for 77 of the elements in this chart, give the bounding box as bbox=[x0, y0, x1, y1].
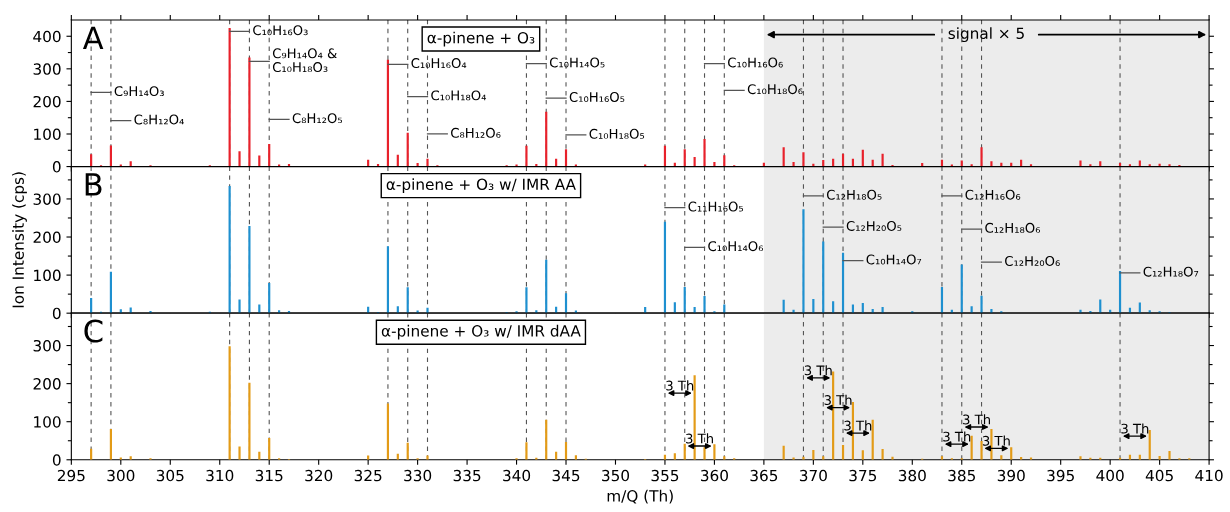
annotation: C bbox=[84, 319, 103, 343]
annotation: C₈H₁₂O₅ bbox=[292, 113, 343, 124]
text: α-pinene + O₃ w/ IMR dAA bbox=[381, 324, 581, 340]
x-tick-label: 320 bbox=[305, 469, 333, 482]
band-label: signal × 5 bbox=[948, 27, 1024, 43]
annotation: 3 Th bbox=[686, 433, 713, 444]
x-tick-label: 385 bbox=[948, 469, 975, 482]
y-tick-label: 300 bbox=[33, 63, 61, 75]
x-tick-label: 395 bbox=[1047, 469, 1074, 482]
y-tick-label: 100 bbox=[34, 128, 61, 141]
x-tick-label: 390 bbox=[997, 469, 1025, 482]
x-tick-label: 325 bbox=[354, 469, 382, 482]
annotation: C₁₀H₁₈O₆ bbox=[747, 84, 803, 95]
x-tick-label: 330 bbox=[404, 469, 432, 482]
annotation: C₁₀H₁₈O₅ bbox=[589, 128, 645, 139]
annotation: C₁₀H₁₆O₆ bbox=[728, 57, 783, 68]
x-tick-label: 350 bbox=[602, 469, 630, 482]
annotation: C₁₂H₁₈O₇ bbox=[1143, 266, 1199, 277]
x-tick-label: 335 bbox=[453, 469, 481, 482]
annotation: C₁₀H₁₆O₃ bbox=[253, 25, 308, 36]
annotation: 3 Th bbox=[804, 365, 832, 376]
x-tick-label: 400 bbox=[1096, 469, 1124, 482]
annotation: C₁₀H₁₄O₇ bbox=[866, 254, 922, 265]
annotation: 3 Th bbox=[943, 431, 971, 442]
annotation: C₁₁H₁₆O₅ bbox=[688, 201, 744, 212]
x-tick-label: 405 bbox=[1145, 469, 1173, 482]
x-tick-label: 360 bbox=[701, 469, 728, 482]
annotation: C₁₂H₁₈O₅ bbox=[826, 189, 882, 200]
annotation: C₁₂H₁₆O₆ bbox=[965, 189, 1021, 200]
annotation: 3 Th bbox=[844, 420, 872, 431]
annotation: C₈H₁₂O₆ bbox=[451, 127, 501, 138]
x-tick-label: 295 bbox=[57, 469, 85, 482]
text: α-pinene + O₃ bbox=[427, 31, 535, 47]
x-tick-label: 305 bbox=[156, 469, 184, 482]
y-tick-label: 400 bbox=[33, 30, 61, 43]
x-tick-label: 310 bbox=[206, 469, 234, 482]
x-tick-label: 380 bbox=[898, 469, 926, 482]
annotation: C₁₀H₁₄O₅ bbox=[549, 57, 605, 68]
x-tick-label: 370 bbox=[799, 469, 827, 482]
x-tick-label: 410 bbox=[1195, 469, 1223, 482]
annotation: C₉H₁₄O₄ & C₁₀H₁₈O₃ bbox=[272, 48, 337, 73]
annotation: 3 Th bbox=[824, 394, 852, 406]
annotation: C₁₀H₁₆O₅ bbox=[569, 92, 625, 102]
annotation: C₁₂H₂₀O₆ bbox=[1005, 256, 1060, 266]
annotation: 3 Th bbox=[1121, 423, 1149, 434]
annotation: C₁₀H₁₄O₆ bbox=[708, 241, 764, 252]
y-tick-label: 300 bbox=[33, 193, 61, 205]
x-tick-label: 355 bbox=[651, 469, 679, 482]
annotation: C₁₀H₁₈O₄ bbox=[431, 90, 487, 101]
annotation: A bbox=[82, 26, 104, 49]
x-tick-label: 365 bbox=[750, 469, 778, 482]
y-tick-label: 300 bbox=[33, 340, 61, 352]
x-tick-label: 375 bbox=[849, 469, 877, 482]
y-tick-label: 200 bbox=[33, 95, 61, 108]
x-tick-label: 340 bbox=[503, 469, 531, 482]
x-axis-title: m/Q (Th) bbox=[607, 489, 673, 504]
annotation: 3 Th bbox=[982, 435, 1010, 446]
text: α-pinene + O₃ w/ IMR AA bbox=[386, 178, 576, 194]
y-tick-label: 100 bbox=[34, 416, 61, 428]
y-axis-title: Ion Intensity (cps) bbox=[12, 172, 27, 308]
x-tick-label: 315 bbox=[255, 469, 283, 482]
annotation: C₉H₁₄O₃ bbox=[114, 86, 164, 97]
annotation: C₁₂H₂₀O₅ bbox=[846, 220, 902, 231]
annotation: C₈H₁₂O₄ bbox=[134, 114, 184, 125]
y-tick-label: 0 bbox=[52, 161, 61, 173]
x-tick-label: 300 bbox=[107, 469, 135, 482]
y-tick-label: 100 bbox=[34, 269, 61, 282]
y-tick-label: 200 bbox=[33, 231, 61, 244]
x-tick-label: 345 bbox=[552, 469, 580, 482]
y-tick-label: 200 bbox=[33, 378, 61, 390]
annotation: B bbox=[85, 173, 102, 196]
annotation: 3 Th bbox=[666, 380, 694, 391]
y-tick-label: 0 bbox=[52, 307, 61, 320]
annotation: C₁₂H₁₈O₆ bbox=[985, 222, 1041, 233]
annotation: C₁₀H₁₆O₄ bbox=[411, 58, 467, 69]
annotation: 3 Th bbox=[963, 414, 990, 425]
y-tick-label: 0 bbox=[52, 454, 61, 466]
